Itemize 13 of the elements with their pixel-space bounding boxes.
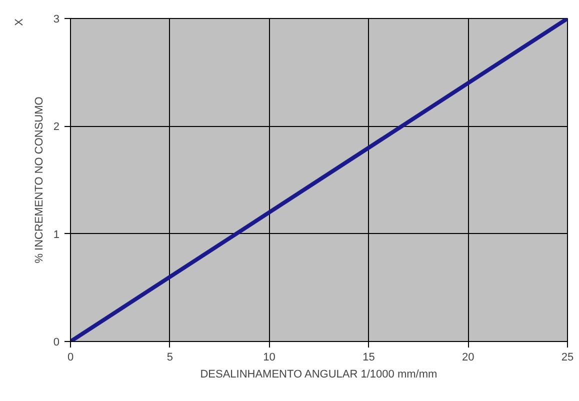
x-tick-label: 5	[166, 352, 173, 364]
y-axis-title: % INCREMENTO NO CONSUMO	[33, 96, 46, 264]
y-tick-label: 2	[53, 121, 60, 134]
x-tick-label: 25	[561, 352, 574, 364]
y-tick-label: 3	[53, 14, 60, 26]
text: X	[14, 18, 26, 26]
x-tick-label: 15	[362, 352, 375, 364]
x-tick-label: 0	[67, 352, 74, 364]
y-tick-label: 0	[53, 336, 60, 348]
x-tick-label: 20	[462, 352, 474, 364]
x-tick-label: 10	[263, 352, 276, 364]
x-axis-title: DESALINHAMENTO ANGULAR 1/1000 mm/mm	[200, 368, 438, 380]
y-tick-label: 1	[53, 228, 60, 241]
